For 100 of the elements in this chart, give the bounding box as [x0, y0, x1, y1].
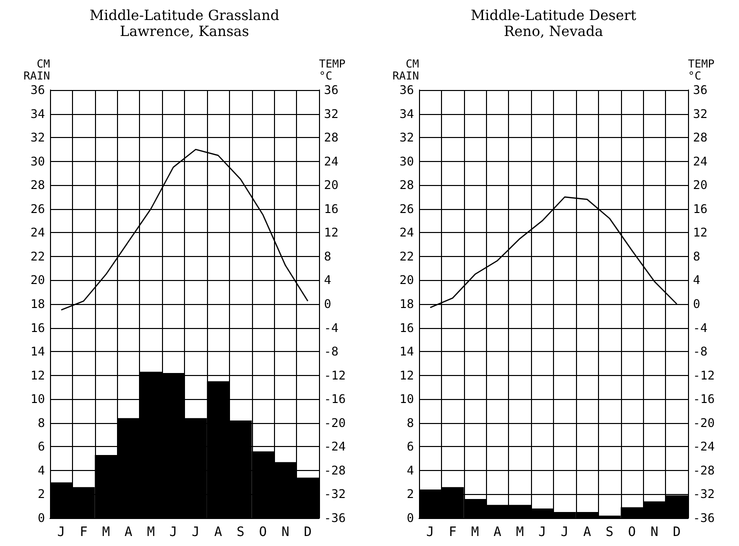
y-tick-label: 16 [400, 320, 414, 335]
y2-tick-label: 8 [693, 249, 700, 264]
y2-tick-label: 28 [324, 130, 338, 145]
y2-tick-label: -12 [693, 368, 715, 382]
y-tick-label: 18 [400, 297, 414, 311]
y2-tick-label: -16 [324, 392, 346, 406]
y2-tick-label: 0 [693, 297, 700, 311]
y-axis-title: CM RAIN [392, 58, 420, 82]
x-tick-label: F [448, 525, 457, 540]
y2-tick-label: 16 [324, 202, 338, 216]
y-tick-label: 8 [406, 416, 414, 430]
x-tick-label: D [672, 525, 681, 540]
x-tick-label: O [259, 525, 268, 540]
y2-tick-label: -36 [693, 511, 715, 525]
x-tick-label: S [236, 525, 244, 540]
y-tick-label: 36 [400, 83, 414, 97]
y2-tick-label: 32 [324, 106, 338, 121]
x-tick-label: O [628, 525, 636, 540]
chart-subtitle: Lawrence, Kansas [120, 24, 250, 40]
x-tick-label: N [650, 525, 658, 540]
x-tick-label: M [146, 525, 155, 540]
x-tick-label: M [471, 525, 480, 540]
y-tick-label: 18 [30, 297, 45, 311]
x-tick-label: J [426, 525, 434, 540]
y-tick-label: 32 [400, 130, 414, 145]
y2-axis-title: TEMP °C [319, 58, 346, 82]
y-tick-label: 4 [406, 463, 414, 478]
y-tick-label: 16 [30, 320, 45, 335]
y-tick-label: 34 [400, 106, 414, 121]
y2-tick-label: -8 [324, 344, 338, 359]
y-tick-label: 12 [400, 368, 414, 382]
y2-tick-label: 4 [693, 273, 700, 288]
x-tick-label: D [304, 525, 312, 540]
x-tick-label: J [169, 525, 178, 540]
y-tick-label: 12 [30, 368, 45, 382]
y2-tick-label: -24 [324, 440, 346, 454]
y-tick-label: 4 [38, 463, 45, 478]
y2-tick-label: 20 [693, 178, 708, 192]
y-tick-label: 22 [400, 249, 414, 264]
y2-tick-label: -20 [693, 416, 715, 430]
y2-tick-label: 28 [693, 130, 708, 145]
y-tick-label: 24 [400, 226, 414, 240]
x-tick-label: S [606, 525, 614, 540]
y2-tick-label: -16 [693, 392, 715, 406]
x-tick-label: F [80, 525, 88, 540]
y-tick-label: 0 [406, 511, 414, 525]
y2-tick-label: 16 [693, 202, 708, 216]
y2-tick-label: 24 [693, 154, 708, 168]
x-tick-label: M [102, 525, 110, 540]
y-tick-label: 32 [30, 130, 45, 145]
y-tick-label: 20 [400, 273, 414, 288]
y2-tick-label: 12 [693, 226, 708, 240]
x-tick-label: J [560, 525, 569, 540]
y-tick-label: 2 [38, 487, 45, 502]
y2-tick-label: -4 [324, 320, 338, 335]
y2-axis-title: TEMP °C [688, 58, 715, 82]
y-tick-label: 26 [30, 202, 45, 216]
y-tick-label: 28 [400, 178, 414, 192]
x-tick-label: M [516, 525, 524, 540]
y2-tick-label: 4 [324, 273, 332, 288]
y-tick-label: 14 [30, 344, 45, 359]
y2-tick-label: -12 [324, 368, 346, 382]
y2-tick-label: 20 [324, 178, 338, 192]
y-tick-label: 20 [30, 273, 45, 288]
chart-title: Middle-Latitude Desert [470, 8, 637, 24]
x-tick-label: A [124, 525, 133, 540]
y-tick-label: 24 [30, 226, 45, 240]
y2-tick-label: 24 [324, 154, 338, 168]
y-axis-title: CM RAIN [24, 58, 50, 82]
y-tick-label: 36 [30, 83, 45, 97]
y-tick-label: 10 [30, 392, 45, 406]
y-tick-label: 28 [30, 178, 45, 192]
y-tick-label: 22 [30, 249, 45, 264]
y2-tick-label: -28 [324, 463, 346, 478]
y2-tick-label: -32 [324, 487, 346, 502]
y2-tick-label: -8 [693, 344, 708, 359]
x-tick-label: N [281, 525, 290, 540]
y-tick-label: 8 [38, 416, 45, 430]
y-tick-label: 30 [400, 154, 414, 168]
x-tick-label: A [583, 525, 592, 540]
chart-title: Middle-Latitude Grassland [90, 8, 280, 24]
y-tick-label: 30 [30, 154, 45, 168]
y-tick-label: 6 [38, 440, 45, 454]
y2-tick-label: 12 [324, 226, 338, 240]
x-tick-label: J [57, 525, 66, 540]
y-tick-label: 2 [406, 487, 414, 502]
y-tick-label: 26 [400, 202, 414, 216]
x-tick-label: J [192, 525, 200, 540]
y2-tick-label: 0 [324, 297, 332, 311]
y2-tick-label: 36 [324, 83, 338, 97]
y2-tick-label: 36 [693, 83, 708, 97]
y2-tick-label: 8 [324, 249, 332, 264]
y2-tick-label: -32 [693, 487, 715, 502]
y-tick-label: 10 [400, 392, 414, 406]
y2-tick-label: -24 [693, 440, 715, 454]
y2-tick-label: 32 [693, 106, 708, 121]
y-tick-label: 6 [406, 440, 414, 454]
y2-tick-label: -20 [324, 416, 346, 430]
y-tick-label: 14 [400, 344, 414, 359]
chart-subtitle: Reno, Nevada [504, 24, 604, 40]
